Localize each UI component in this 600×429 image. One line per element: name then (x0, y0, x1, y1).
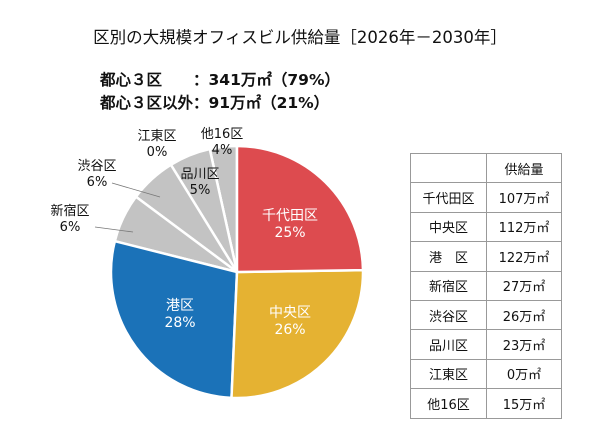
header-cell (410, 152, 487, 184)
slice-name: 他16区 (200, 127, 244, 142)
slice-name: 渋谷区 (77, 159, 117, 174)
slice-pct: 25% (274, 225, 306, 241)
summary-value: ：341万㎡（79%） (193, 71, 340, 89)
pie-slice-2 (109, 239, 239, 400)
table-row: 中央区 112万㎡ (410, 211, 562, 243)
table-row: 他16区 15万㎡ (410, 388, 562, 419)
leader-line-shinjuku (94, 226, 134, 233)
ward-cell: 千代田区 (410, 182, 487, 213)
slice-label: 千代田区 25% (262, 208, 318, 242)
summary-line-central: 都心３区 ：341万㎡（79%） (100, 68, 340, 90)
ward-cell: 中央区 (410, 211, 487, 243)
ward-cell: 江東区 (410, 358, 487, 390)
slice-name: 新宿区 (50, 204, 90, 219)
slice-label: 新宿区 6% (50, 204, 89, 236)
value-cell: 107万㎡ (486, 182, 562, 213)
slice-name: 港区 (166, 298, 194, 314)
pie-slice-1 (230, 268, 365, 400)
slice-name: 中央区 (269, 305, 311, 321)
slice-pct: 6% (59, 220, 81, 235)
table-row: 新宿区 27万㎡ (410, 270, 562, 301)
slice-label: 他16区 4% (201, 127, 244, 159)
slice-label: 江東区 0% (137, 129, 176, 161)
table-header: 供給量 (410, 152, 562, 184)
slice-name: 江東区 (137, 129, 177, 144)
value-cell: 26万㎡ (486, 299, 562, 331)
table-row: 江東区 0万㎡ (410, 358, 562, 390)
ward-cell: 他16区 (410, 388, 487, 419)
slice-pct: 0% (146, 145, 168, 160)
slice-label: 渋谷区 6% (77, 159, 116, 191)
slice-label: 中央区 26% (269, 305, 311, 339)
slice-name: 品川区 (180, 167, 220, 182)
value-cell: 122万㎡ (486, 241, 562, 272)
slice-pct: 28% (164, 315, 196, 331)
slice-pct: 4% (211, 143, 233, 158)
chart-title: 区別の大規模オフィスビル供給量［2026年－2030年］ (93, 28, 507, 47)
value-cell: 15万㎡ (486, 388, 562, 419)
summary-line-other: 都心３区以外：91万㎡（21%） (100, 91, 329, 113)
table-row: 渋谷区 26万㎡ (410, 299, 562, 331)
summary-label: 都心３区以外 (100, 94, 194, 112)
ward-cell: 新宿区 (410, 270, 487, 301)
table-row: 港 区 122万㎡ (410, 241, 562, 272)
value-cell: 0万㎡ (486, 358, 562, 390)
summary-label: 都心３区 (100, 71, 194, 89)
ward-cell: 渋谷区 (410, 299, 487, 331)
pie-slice-0 (235, 144, 365, 274)
ward-cell: 品川区 (410, 329, 487, 360)
header-cell: 供給量 (486, 152, 562, 184)
ward-cell: 港 区 (410, 241, 487, 272)
table-row: 品川区 23万㎡ (410, 329, 562, 360)
slice-label: 港区 28% (164, 298, 195, 332)
slice-name: 千代田区 (262, 208, 318, 224)
table-row: 千代田区 107万㎡ (410, 182, 562, 213)
slice-label: 品川区 5% (180, 167, 219, 199)
value-cell: 112万㎡ (486, 211, 562, 243)
slice-pct: 26% (274, 322, 306, 338)
slice-pct: 6% (86, 175, 108, 190)
slice-pct: 5% (189, 183, 211, 198)
value-cell: 23万㎡ (486, 329, 562, 360)
summary-value: ：91万㎡（21%） (193, 94, 330, 112)
leader-line-shibuya (111, 182, 161, 198)
value-cell: 27万㎡ (486, 270, 562, 301)
